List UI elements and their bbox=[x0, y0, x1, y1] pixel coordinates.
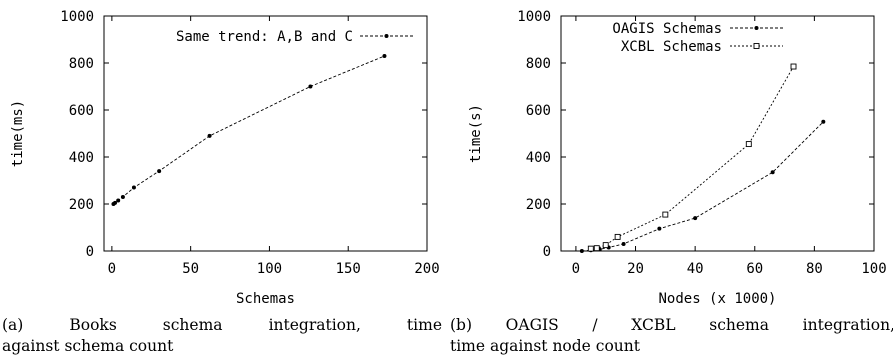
caption-b-line2: time against node count bbox=[450, 337, 640, 355]
x-tick-label: 80 bbox=[806, 261, 823, 277]
data-point bbox=[693, 216, 698, 221]
x-tick-label: 50 bbox=[182, 261, 199, 277]
series-line bbox=[581, 121, 824, 252]
series-line bbox=[590, 66, 794, 250]
data-point bbox=[621, 241, 626, 246]
caption-a: (a) Books schema integration, time again… bbox=[2, 315, 442, 357]
data-point bbox=[587, 245, 594, 252]
legend-marker bbox=[754, 26, 759, 30]
caption-b: (b) OAGIS / XCBL schema integration, tim… bbox=[450, 315, 893, 357]
plot-frame bbox=[103, 15, 428, 252]
legend-label: XCBL Schemas bbox=[621, 39, 722, 55]
x-tick-label: 150 bbox=[336, 261, 361, 277]
x-tick-label: 60 bbox=[746, 261, 763, 277]
y-tick-label: 0 bbox=[86, 244, 94, 260]
x-tick-label: 100 bbox=[257, 261, 282, 277]
chart-b: 0 200 400 600 800 1000 0 20 40 60 80 100 Nodes (x 10… bbox=[468, 9, 887, 307]
y-tick-label: 400 bbox=[526, 150, 551, 166]
data-point bbox=[207, 133, 212, 138]
data-point bbox=[662, 211, 669, 218]
series-line bbox=[113, 55, 385, 205]
data-point bbox=[382, 53, 387, 58]
legend-marker bbox=[753, 43, 760, 49]
data-point bbox=[116, 198, 121, 203]
x-tick-label: 0 bbox=[108, 261, 116, 277]
y-axis-label: time(ms) bbox=[10, 100, 26, 167]
data-point bbox=[113, 200, 118, 205]
data-point bbox=[657, 226, 662, 231]
y-tick-label: 0 bbox=[543, 244, 551, 260]
y-tick-label: 600 bbox=[526, 103, 551, 119]
legend-marker bbox=[384, 34, 389, 38]
caption-b-line1: (b) OAGIS / XCBL schema integration, bbox=[450, 316, 893, 334]
legend-label: Same trend: A,B and C bbox=[176, 29, 353, 45]
y-tick-label: 400 bbox=[69, 150, 94, 166]
caption-a-line1: (a) Books schema integration, time bbox=[2, 316, 442, 334]
x-tick-label: 20 bbox=[627, 261, 644, 277]
x-tick-label: 200 bbox=[414, 261, 439, 277]
x-tick-label: 100 bbox=[861, 261, 886, 277]
x-tick-label: 0 bbox=[572, 261, 580, 277]
legend-label: OAGIS Schemas bbox=[612, 21, 722, 37]
data-point bbox=[602, 242, 609, 249]
chart-a: 0 200 400 600 800 1000 0 50 100 150 200 Schemas time… bbox=[10, 9, 440, 307]
y-axis-label: time(s) bbox=[468, 104, 484, 163]
x-axis-label: Nodes (x 1000) bbox=[658, 291, 776, 307]
data-point bbox=[120, 194, 125, 199]
y-tick-label: 1000 bbox=[517, 9, 551, 25]
y-tick-label: 1000 bbox=[60, 9, 94, 25]
x-axis-label: Schemas bbox=[236, 291, 295, 307]
data-point bbox=[821, 119, 826, 124]
plot-frame bbox=[560, 15, 875, 252]
data-point bbox=[131, 185, 136, 190]
caption-a-line2: against schema count bbox=[2, 337, 174, 355]
data-point bbox=[579, 249, 584, 253]
y-tick-label: 200 bbox=[526, 197, 551, 213]
data-point bbox=[790, 63, 797, 70]
data-point bbox=[593, 245, 600, 252]
data-point bbox=[308, 84, 313, 89]
x-tick-label: 40 bbox=[687, 261, 704, 277]
data-point bbox=[745, 141, 752, 148]
data-point bbox=[157, 169, 162, 174]
y-tick-label: 200 bbox=[69, 197, 94, 213]
data-point bbox=[614, 233, 621, 240]
y-tick-label: 800 bbox=[69, 56, 94, 72]
data-point bbox=[770, 170, 775, 175]
y-tick-label: 800 bbox=[526, 56, 551, 72]
y-tick-label: 600 bbox=[69, 103, 94, 119]
